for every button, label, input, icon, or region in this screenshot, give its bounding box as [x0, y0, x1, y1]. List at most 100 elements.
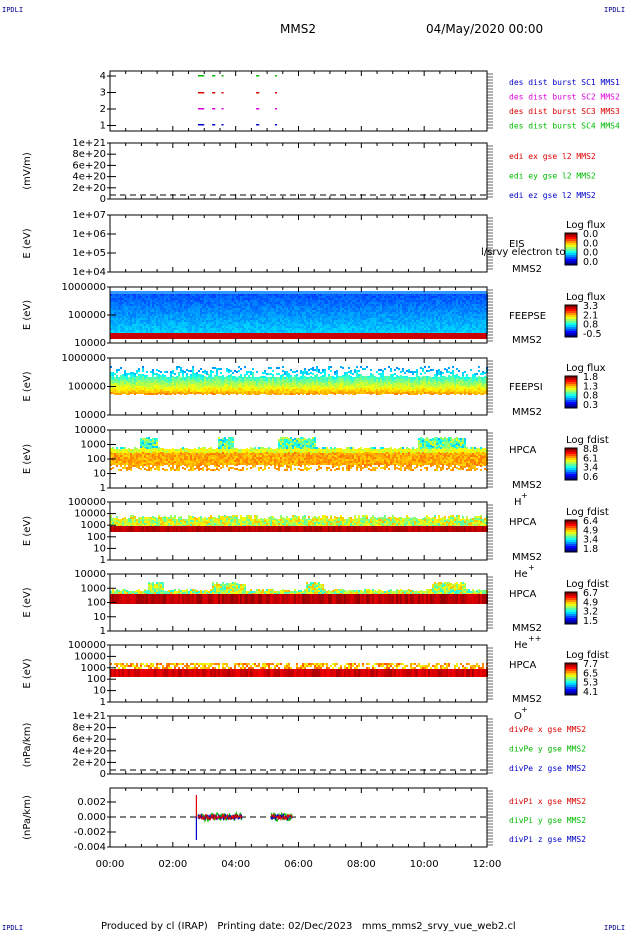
y-axis-label: (nPa/km) — [22, 795, 33, 840]
y-tick-label: 100 — [87, 454, 106, 465]
burst-mark-4-5 — [274, 75, 277, 77]
instrument-label: HPCA — [509, 517, 537, 528]
y-tick-label: 10 — [93, 543, 106, 554]
y-tick-label: 4e+20 — [72, 172, 106, 183]
colorbar-tick-label: 7.7 — [583, 659, 598, 670]
y-tick-label: 1e+06 — [72, 229, 106, 240]
y-tick-label: 100000 — [68, 497, 106, 508]
y-tick-label: 1 — [100, 121, 106, 132]
spacecraft-label: MMS2 — [512, 407, 542, 418]
y-axis-label: E (eV) — [22, 444, 33, 474]
legend-entry: divPi y gse MMS2 — [509, 816, 586, 825]
legend-entry: des dist burst SC2 MMS2 — [509, 93, 620, 102]
y-tick-label: 10000 — [74, 651, 106, 662]
y-tick-label: 10 — [93, 612, 106, 623]
y-tick-label: 100 — [87, 598, 106, 609]
colorbar-tick-label: 2.1 — [583, 310, 598, 321]
y-tick-label: 10000 — [74, 410, 106, 421]
instrument-label: FEEPSE — [509, 311, 546, 322]
footer-printing-date: Printing date: 02/Dec/2023 — [217, 921, 353, 932]
colorbar-title: Log flux — [566, 220, 606, 231]
corner-label-bottom-right: IPDLI — [604, 924, 626, 932]
colorbar-tick-label: 6.5 — [583, 668, 598, 679]
colorbar-title: Log fdist — [566, 507, 609, 518]
panel-frame — [109, 715, 488, 775]
panel-burst: 4 3 2 1 des dist burst SC1 MMS1 des dist burs… — [100, 70, 620, 132]
species-label: He — [514, 640, 528, 651]
x-tick-label: 00:00 — [96, 859, 125, 870]
y-tick-label: 100 — [87, 532, 106, 543]
panel-frame — [109, 214, 488, 273]
panel-frame — [109, 142, 488, 200]
legend-entry: edi ez gse l2 MMS2 — [509, 191, 596, 200]
panel-feepse: 1000000 100000 10000 E (eV) FEEPSE MMS2 Log fl… — [22, 282, 606, 349]
y-tick-label: 0 — [100, 769, 106, 780]
y-tick-label: 1e+07 — [72, 210, 106, 221]
footer: Produced by cl (IRAP) Printing date: 02/… — [101, 921, 516, 932]
panel-frame — [109, 70, 488, 132]
colorbar-tick-label: -0.5 — [583, 329, 602, 340]
colorbar-frame — [564, 662, 578, 696]
y-axis-label: E (eV) — [22, 300, 33, 330]
colorbar-tick-label: 0.8 — [583, 320, 598, 331]
colorbar-tick-label: 3.4 — [583, 463, 598, 474]
y-tick-label: 1000000 — [61, 353, 106, 364]
colorbar-frame — [564, 519, 578, 553]
panel-feepsi: 1000000 100000 10000 E (eV) FEEPSI MMS2 Log fl… — [22, 353, 606, 421]
colorbar-tick-label: 4.9 — [583, 597, 598, 608]
y-tick-label: 1e+04 — [72, 267, 106, 278]
y-tick-label: 3 — [100, 88, 106, 99]
burst-mark-1-1 — [197, 124, 205, 126]
colorbar-tick-label: 3.3 — [583, 301, 598, 312]
y-tick-label: 1 — [100, 626, 106, 637]
y-tick-label: 1000 — [81, 520, 106, 531]
colorbar-frame — [564, 591, 578, 625]
colorbar-tick-label: 0.8 — [583, 391, 598, 402]
y-tick-label: 2e+20 — [72, 183, 106, 194]
legend-entry: edi ex gse l2 MMS2 — [509, 152, 596, 161]
y-axis-label: E (eV) — [22, 587, 33, 617]
colorbar-title: Log fdist — [566, 435, 609, 446]
y-tick-label: 6e+20 — [72, 160, 106, 171]
legend-entry: divPe y gse MMS2 — [509, 745, 586, 754]
spacecraft-label: MMS2 — [512, 264, 542, 275]
colorbar-frame — [564, 447, 578, 481]
x-tick-label: 06:00 — [284, 859, 313, 870]
colorbar-tick-label: 6.1 — [583, 453, 598, 464]
colorbar-tick-label: 3.2 — [583, 607, 598, 618]
y-tick-label: 1 — [100, 555, 106, 566]
y-axis-label: (nPa/km) — [22, 723, 33, 768]
species-charge-label: ++ — [528, 634, 541, 643]
legend-entry: des dist burst SC3 MMS3 — [509, 107, 620, 116]
colorbar-tick-label: 3.4 — [583, 535, 598, 546]
spacecraft-label: MMS2 — [512, 335, 542, 346]
instrument-label: EIS — [509, 239, 525, 250]
burst-mark-2-5 — [274, 108, 277, 110]
burst-mark-2-4 — [256, 108, 260, 110]
colorbar-frame — [564, 232, 578, 266]
divpi-series-3 — [197, 812, 293, 821]
burst-mark-3-4 — [256, 92, 260, 94]
colorbar-tick-label: 5.3 — [583, 678, 598, 689]
footer-filename: mms_mms2_srvy_vue_web2.cl — [361, 921, 516, 932]
y-tick-label: 2e+20 — [72, 757, 106, 768]
y-tick-label: 1 — [100, 483, 106, 494]
species-charge-label: + — [521, 491, 528, 500]
legend-entry: divPe x gse MMS2 — [509, 725, 586, 734]
instrument-label: FEEPSI — [509, 382, 543, 393]
colorbar-tick-label: 0.3 — [583, 400, 598, 411]
colorbar-tick-label: 6.4 — [583, 516, 598, 527]
colorbar-tick-label: 4.9 — [583, 525, 598, 536]
corner-label-bottom-left: IPDLI — [2, 924, 24, 932]
burst-mark-3-3 — [221, 92, 224, 94]
x-tick-label: 02:00 — [158, 859, 187, 870]
y-tick-label: 10000 — [74, 425, 106, 436]
y-tick-label: 100000 — [68, 310, 106, 321]
y-tick-label: -0.004 — [74, 842, 106, 853]
y-tick-label: 1000 — [81, 583, 106, 594]
burst-mark-3-1 — [197, 92, 205, 94]
colorbar-title: Log flux — [566, 363, 606, 374]
legend-entry: des dist burst SC4 MMS4 — [509, 122, 620, 131]
